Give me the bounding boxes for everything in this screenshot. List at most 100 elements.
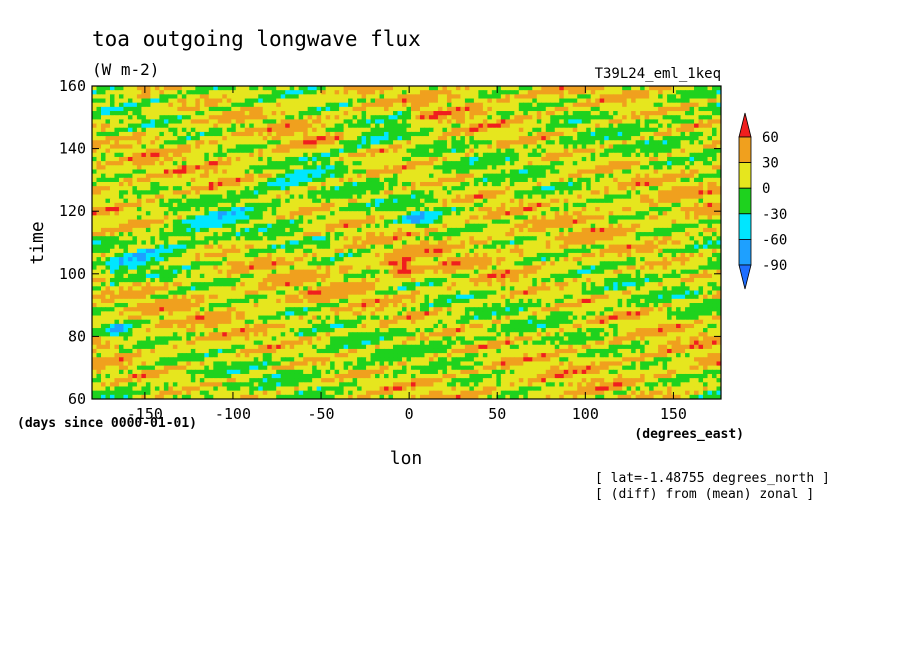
- field-cell: [226, 94, 232, 100]
- field-cell: [545, 127, 551, 133]
- field-cell: [100, 186, 107, 191]
- field-cell: [262, 98, 268, 104]
- field-cell: [343, 148, 349, 154]
- field-cell: [168, 207, 174, 212]
- field-cell: [527, 90, 533, 95]
- field-cell: [141, 223, 147, 229]
- field-cell: [177, 215, 183, 221]
- field-cell: [595, 215, 601, 221]
- field-cell: [527, 131, 533, 137]
- field-cell: [599, 177, 605, 183]
- field-cell: [132, 115, 138, 120]
- field-cell: [348, 186, 354, 191]
- field-cell: [563, 102, 569, 108]
- field-cell: [168, 94, 174, 100]
- field-cell: [204, 98, 210, 104]
- field-cell: [491, 156, 497, 162]
- field-cell: [280, 232, 286, 237]
- field-cell: [487, 148, 493, 154]
- units-label: (W m-2): [92, 60, 159, 79]
- field-cell: [437, 219, 444, 225]
- field-cell: [451, 202, 457, 208]
- field-cell: [109, 219, 116, 225]
- field-cell: [460, 111, 466, 116]
- field-cell: [442, 169, 448, 175]
- field-cell: [172, 219, 178, 225]
- field-cell: [581, 123, 587, 129]
- field-cell: [370, 181, 376, 187]
- field-cell: [370, 144, 376, 150]
- field-cell: [141, 165, 147, 171]
- field-cell: [294, 165, 300, 171]
- field-cell: [707, 211, 713, 216]
- field-cell: [357, 152, 363, 158]
- field-cell: [568, 119, 574, 125]
- field-cell: [464, 86, 470, 91]
- field-cell: [357, 223, 363, 229]
- field-cell: [204, 152, 210, 158]
- field-cell: [181, 161, 187, 166]
- field-cell: [339, 136, 345, 141]
- field-cell: [644, 123, 650, 129]
- field-cell: [608, 156, 614, 162]
- field-cell: [433, 181, 439, 187]
- field-cell: [667, 186, 673, 191]
- field-cell: [514, 140, 520, 146]
- field-cell: [186, 181, 192, 187]
- field-cell: [240, 215, 246, 221]
- field-cell: [280, 190, 286, 196]
- field-cell: [487, 86, 493, 91]
- field-cell: [518, 177, 524, 183]
- field-cell: [473, 177, 479, 183]
- field-cell: [635, 198, 641, 204]
- field-cell: [136, 102, 143, 108]
- field-cell: [190, 219, 196, 225]
- field-cell: [703, 215, 709, 221]
- field-cell: [599, 207, 605, 212]
- field-cell: [644, 177, 650, 183]
- field-cell: [653, 207, 659, 212]
- field-cell: [406, 181, 412, 187]
- field-cell: [482, 148, 488, 154]
- field-cell: [136, 219, 143, 225]
- field-cell: [716, 227, 721, 233]
- field-cell: [393, 102, 399, 108]
- field-cell: [716, 131, 721, 137]
- field-cell: [469, 161, 475, 166]
- field-cell: [586, 165, 592, 171]
- field-cell: [685, 227, 691, 233]
- field-cell: [545, 190, 551, 196]
- field-cell: [262, 111, 268, 116]
- field-cell: [568, 165, 574, 171]
- field-cell: [226, 102, 232, 108]
- field-cell: [312, 111, 318, 116]
- field-cell: [563, 169, 569, 175]
- field-cell: [397, 161, 403, 166]
- field-cell: [186, 115, 192, 120]
- field-cell: [653, 202, 659, 208]
- field-cell: [595, 227, 601, 233]
- field-cell: [649, 219, 655, 225]
- field-cell: [707, 131, 713, 137]
- field-cell: [393, 148, 399, 154]
- field-cell: [343, 215, 349, 221]
- field-cell: [514, 119, 520, 125]
- field-cell: [235, 198, 241, 204]
- field-cell: [455, 98, 462, 104]
- field-cell: [703, 148, 709, 154]
- field-cell: [590, 106, 596, 112]
- field-cell: [577, 198, 583, 204]
- field-cell: [626, 86, 632, 91]
- field-cell: [469, 173, 475, 179]
- field-cell: [177, 223, 183, 229]
- field-cell: [694, 102, 700, 108]
- field-cell: [118, 181, 125, 187]
- field-cell: [442, 140, 448, 146]
- field-cell: [294, 123, 300, 129]
- field-cell: [595, 161, 601, 166]
- field-cell: [366, 156, 372, 162]
- field-cell: [181, 152, 187, 158]
- field-cell: [316, 98, 322, 104]
- field-cell: [586, 194, 592, 200]
- field-cell: [321, 177, 327, 183]
